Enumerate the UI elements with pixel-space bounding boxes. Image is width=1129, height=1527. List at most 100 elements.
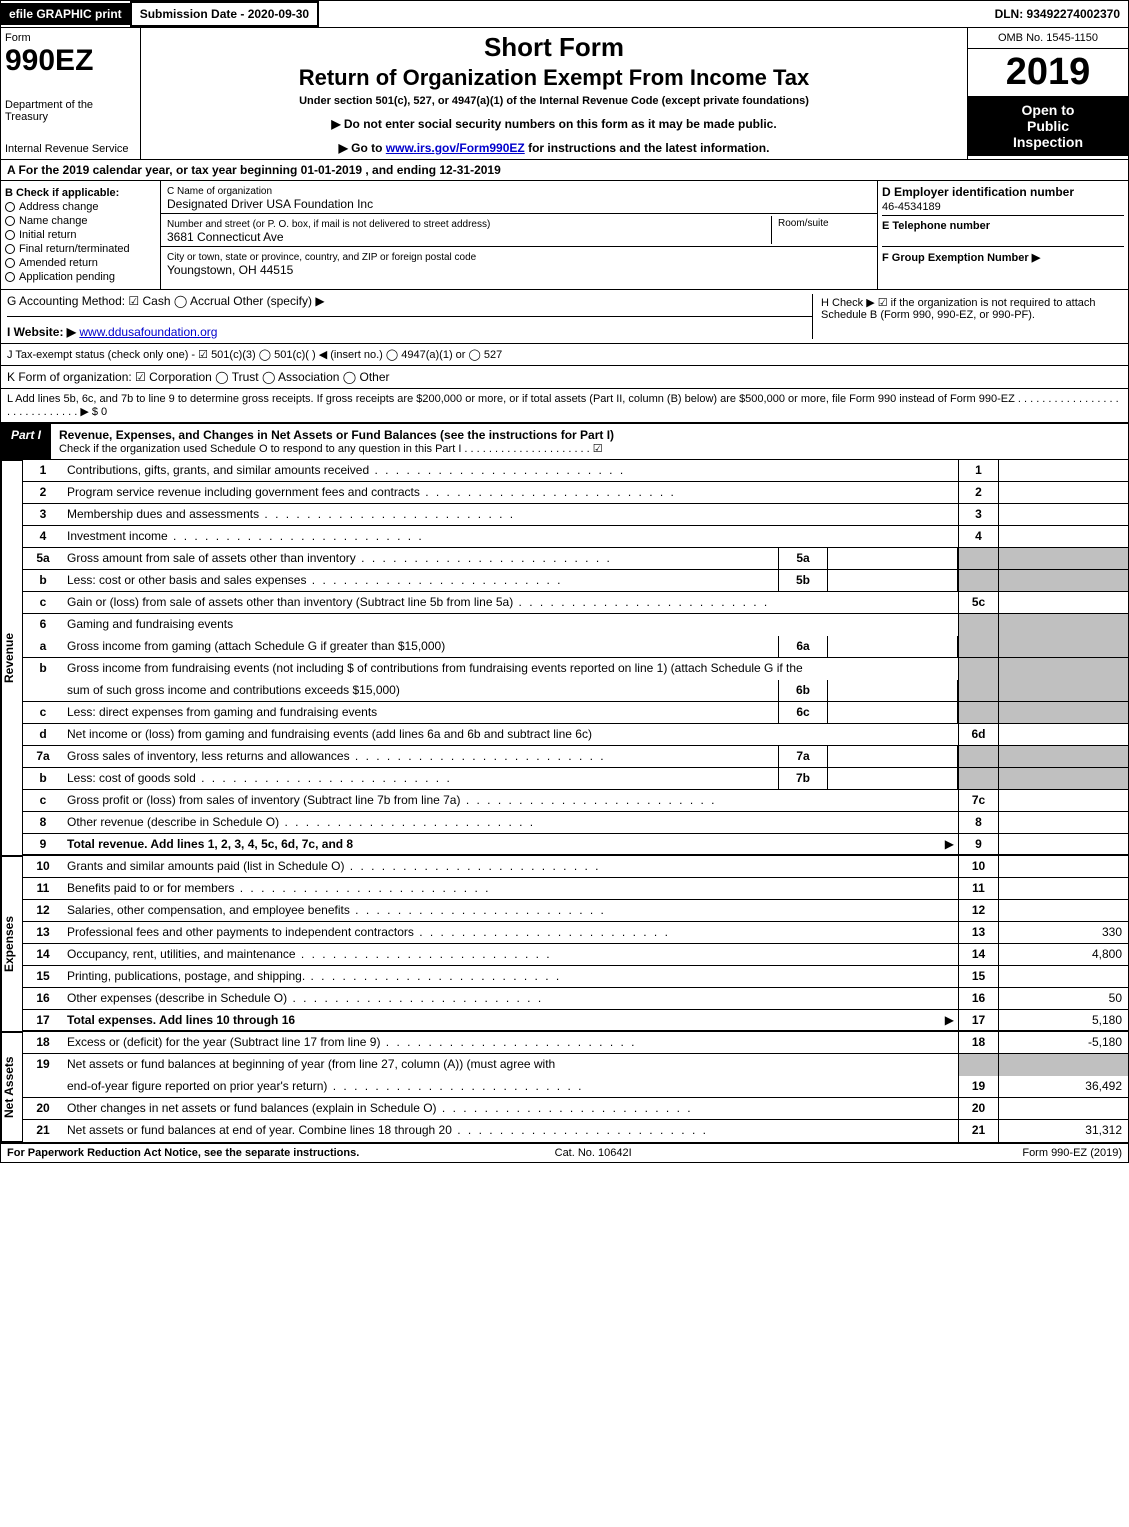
n5c: c <box>23 592 63 613</box>
vtab-net-assets: Net Assets <box>1 1032 23 1142</box>
mv6b2 <box>828 680 958 701</box>
n6b1: b <box>23 658 63 680</box>
rn8: 8 <box>958 812 998 833</box>
chk-address-change[interactable]: Address change <box>5 201 156 213</box>
website-link[interactable]: www.ddusafoundation.org <box>79 325 217 339</box>
line-k-org-form: K Form of organization: ☑ Corporation ◯ … <box>0 366 1129 389</box>
d5b: Less: cost or other basis and sales expe… <box>63 570 778 591</box>
group-exemption: F Group Exemption Number ▶ <box>882 247 1124 264</box>
n1: 1 <box>23 460 63 481</box>
go-post: for instructions and the latest informat… <box>528 141 769 155</box>
d8: Other revenue (describe in Schedule O) <box>63 812 958 833</box>
d2: Program service revenue including govern… <box>63 482 958 503</box>
mn6b2: 6b <box>778 680 828 701</box>
rv6b1 <box>998 658 1128 680</box>
n12: 12 <box>23 900 63 921</box>
mn7a: 7a <box>778 746 828 767</box>
rv15 <box>998 966 1128 987</box>
instructions-link[interactable]: www.irs.gov/Form990EZ <box>386 141 525 155</box>
rv6 <box>998 614 1128 636</box>
go-pre: ▶ Go to <box>339 141 386 155</box>
rv7c <box>998 790 1128 811</box>
d7b: Less: cost of goods sold <box>63 768 778 789</box>
d16: Other expenses (describe in Schedule O) <box>63 988 958 1009</box>
rn18: 18 <box>958 1032 998 1053</box>
rv4 <box>998 526 1128 547</box>
revenue-section: Revenue 1Contributions, gifts, grants, a… <box>0 460 1129 856</box>
d5c: Gain or (loss) from sale of assets other… <box>63 592 958 613</box>
mn6c: 6c <box>778 702 828 723</box>
n19b <box>23 1076 63 1097</box>
rv7b <box>998 768 1128 789</box>
rn19a <box>958 1054 998 1076</box>
rn10: 10 <box>958 856 998 877</box>
d21: Net assets or fund balances at end of ye… <box>63 1120 958 1142</box>
street-label: Number and street (or P. O. box, if mail… <box>167 219 490 230</box>
efile-print-button[interactable]: efile GRAPHIC print <box>1 3 130 25</box>
footer-left: For Paperwork Reduction Act Notice, see … <box>7 1147 359 1159</box>
page-footer: For Paperwork Reduction Act Notice, see … <box>0 1143 1129 1163</box>
title-col: Short Form Return of Organization Exempt… <box>141 28 968 159</box>
rn16: 16 <box>958 988 998 1009</box>
city: Youngstown, OH 44515 <box>167 263 293 277</box>
d18: Excess or (deficit) for the year (Subtra… <box>63 1032 958 1053</box>
chk-final-return[interactable]: Final return/terminated <box>5 243 156 255</box>
col-d-ein: D Employer identification number 46-4534… <box>878 181 1128 289</box>
rv19a <box>998 1054 1128 1076</box>
row-g-h: G Accounting Method: ☑ Cash ◯ Accrual Ot… <box>0 290 1129 344</box>
rv7a <box>998 746 1128 767</box>
n7c: c <box>23 790 63 811</box>
d15: Printing, publications, postage, and shi… <box>63 966 958 987</box>
n14: 14 <box>23 944 63 965</box>
d7c: Gross profit or (loss) from sales of inv… <box>63 790 958 811</box>
rn7c: 7c <box>958 790 998 811</box>
col-b-checkboxes: B Check if applicable: Address change Na… <box>1 181 161 289</box>
rn6b1 <box>958 658 998 680</box>
line-h-schedule-b: H Check ▶ ☑ if the organization is not r… <box>812 294 1122 339</box>
d6b2: sum of such gross income and contributio… <box>63 680 778 701</box>
n6d: d <box>23 724 63 745</box>
n15: 15 <box>23 966 63 987</box>
d1: Contributions, gifts, grants, and simila… <box>63 460 958 481</box>
title-short: Short Form <box>149 32 959 63</box>
mv5b <box>828 570 958 591</box>
d6d: Net income or (loss) from gaming and fun… <box>63 724 958 745</box>
n21: 21 <box>23 1120 63 1142</box>
form-number: 990EZ <box>5 44 136 78</box>
dept-irs: Internal Revenue Service <box>5 143 136 155</box>
rn17: 17 <box>958 1010 998 1030</box>
room-suite: Room/suite <box>771 216 871 244</box>
subtitle: Under section 501(c), 527, or 4947(a)(1)… <box>149 95 959 107</box>
mn6a: 6a <box>778 636 828 657</box>
n5b: b <box>23 570 63 591</box>
inspect-2: Public <box>1027 118 1069 134</box>
n17: 17 <box>23 1010 63 1030</box>
rn3: 3 <box>958 504 998 525</box>
line-j-tax-exempt: J Tax-exempt status (check only one) - ☑… <box>0 344 1129 366</box>
part-1-bar: Part I Revenue, Expenses, and Changes in… <box>0 423 1129 460</box>
chk-initial-return[interactable]: Initial return <box>5 229 156 241</box>
rn14: 14 <box>958 944 998 965</box>
arrow-17: ▶ <box>945 1013 954 1027</box>
col-c-org: C Name of organization Designated Driver… <box>161 181 878 289</box>
d6: Gaming and fundraising events <box>63 614 958 636</box>
ein-label: D Employer identification number <box>882 185 1124 199</box>
d4: Investment income <box>63 526 958 547</box>
chk-amended-return[interactable]: Amended return <box>5 257 156 269</box>
chk-name-change[interactable]: Name change <box>5 215 156 227</box>
rn4: 4 <box>958 526 998 547</box>
mv7b <box>828 768 958 789</box>
footer-cat-no: Cat. No. 10642I <box>555 1147 632 1159</box>
n8: 8 <box>23 812 63 833</box>
b-title: B Check if applicable: <box>5 187 156 199</box>
chk-application-pending[interactable]: Application pending <box>5 271 156 283</box>
rn9: 9 <box>958 834 998 854</box>
d10: Grants and similar amounts paid (list in… <box>63 856 958 877</box>
rn6d: 6d <box>958 724 998 745</box>
mv5a <box>828 548 958 569</box>
right-col: OMB No. 1545-1150 2019 Open to Public In… <box>968 28 1128 159</box>
org-name-row: C Name of organization Designated Driver… <box>161 181 877 214</box>
n9: 9 <box>23 834 63 854</box>
rv3 <box>998 504 1128 525</box>
n6a: a <box>23 636 63 657</box>
